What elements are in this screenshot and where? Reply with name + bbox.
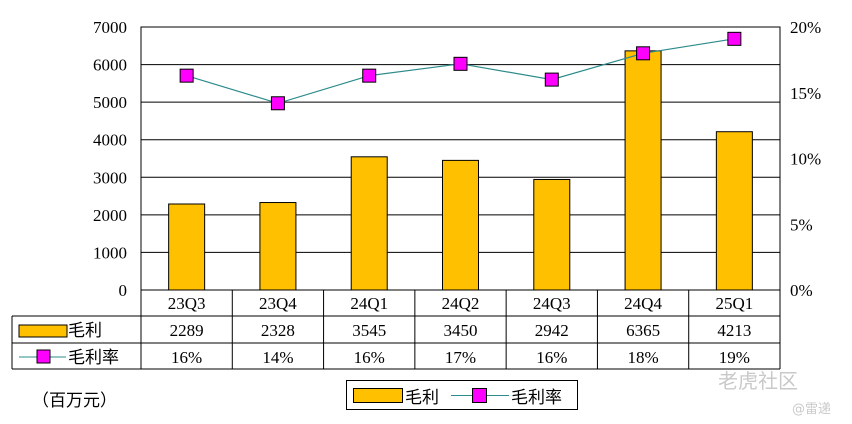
unit-note: （百万元） bbox=[32, 391, 117, 411]
table-cell-gross-profit: 3545 bbox=[352, 321, 386, 340]
table-cell-gross-margin: 16% bbox=[354, 348, 385, 367]
legend-label-gross-profit: 毛利 bbox=[405, 387, 439, 408]
table-cell-gross-margin: 16% bbox=[536, 348, 567, 367]
y-right-tick-label: 0% bbox=[790, 281, 813, 300]
table-row-header-gross-profit: 毛利 bbox=[68, 321, 102, 341]
y-left-tick-label: 1000 bbox=[93, 243, 127, 262]
legend-item-gross-margin: 毛利率 bbox=[445, 383, 562, 408]
y-left-tick-label: 5000 bbox=[93, 93, 127, 112]
legend-bar-swatch bbox=[353, 387, 403, 403]
y-left-tick-label: 2000 bbox=[93, 206, 127, 225]
table-row-header-gross-margin: 毛利率 bbox=[68, 348, 119, 368]
category-label: 23Q4 bbox=[259, 294, 297, 313]
y-left-tick-label: 7000 bbox=[93, 18, 127, 37]
watermark-tiger-community: 老虎社区 bbox=[718, 369, 798, 393]
table-cell-gross-profit: 2328 bbox=[261, 321, 295, 340]
table-cell-gross-margin: 18% bbox=[627, 348, 658, 367]
bar-gross-profit bbox=[715, 131, 753, 291]
marker-gross-margin bbox=[179, 68, 194, 83]
category-label: 24Q4 bbox=[624, 294, 662, 313]
table-key-marker bbox=[36, 349, 51, 364]
y-right-tick-label: 15% bbox=[790, 84, 821, 103]
table-cell-gross-profit: 4213 bbox=[717, 321, 751, 340]
y-right-tick-label: 20% bbox=[790, 18, 821, 37]
y-left-tick-label: 4000 bbox=[93, 131, 127, 150]
marker-gross-margin bbox=[544, 72, 559, 87]
bar-gross-profit bbox=[259, 202, 297, 291]
legend-label-gross-margin: 毛利率 bbox=[511, 387, 562, 408]
table-cell-gross-margin: 17% bbox=[445, 348, 476, 367]
bar-gross-profit bbox=[442, 159, 479, 291]
table-cell-gross-margin: 14% bbox=[262, 348, 293, 367]
bar-gross-profit bbox=[350, 156, 388, 291]
legend-line-swatch bbox=[451, 387, 509, 403]
marker-gross-margin bbox=[362, 68, 377, 83]
y-right-tick-label: 10% bbox=[790, 150, 821, 169]
table-cell-gross-profit: 2942 bbox=[535, 321, 569, 340]
category-label: 23Q3 bbox=[168, 294, 206, 313]
bar-gross-profit bbox=[533, 178, 571, 291]
y-left-tick-label: 3000 bbox=[93, 168, 127, 187]
category-label: 24Q1 bbox=[350, 294, 388, 313]
category-label: 25Q1 bbox=[715, 294, 753, 313]
marker-gross-margin bbox=[453, 56, 468, 71]
table-cell-gross-margin: 19% bbox=[719, 348, 750, 367]
category-label: 24Q3 bbox=[533, 294, 571, 313]
watermark-leidi: @雷递 bbox=[792, 402, 832, 417]
bar-gross-profit bbox=[168, 203, 206, 291]
y-left-tick-label: 0 bbox=[119, 281, 128, 300]
table-cell-gross-profit: 2289 bbox=[170, 321, 204, 340]
legend-item-gross-profit: 毛利 bbox=[353, 383, 439, 408]
category-label: 24Q2 bbox=[442, 294, 480, 313]
table-cell-gross-profit: 6365 bbox=[626, 321, 660, 340]
marker-gross-margin bbox=[636, 46, 651, 61]
bar-gross-profit bbox=[624, 50, 662, 291]
y-left-tick-label: 6000 bbox=[93, 56, 127, 75]
table-cell-gross-profit: 3450 bbox=[444, 321, 478, 340]
marker-gross-margin bbox=[270, 96, 285, 111]
table-key-bar bbox=[18, 324, 68, 338]
y-right-tick-label: 5% bbox=[790, 215, 813, 234]
marker-gross-margin bbox=[727, 31, 742, 46]
table-cell-gross-margin: 16% bbox=[171, 348, 202, 367]
legend: 毛利 毛利率 bbox=[346, 380, 578, 410]
